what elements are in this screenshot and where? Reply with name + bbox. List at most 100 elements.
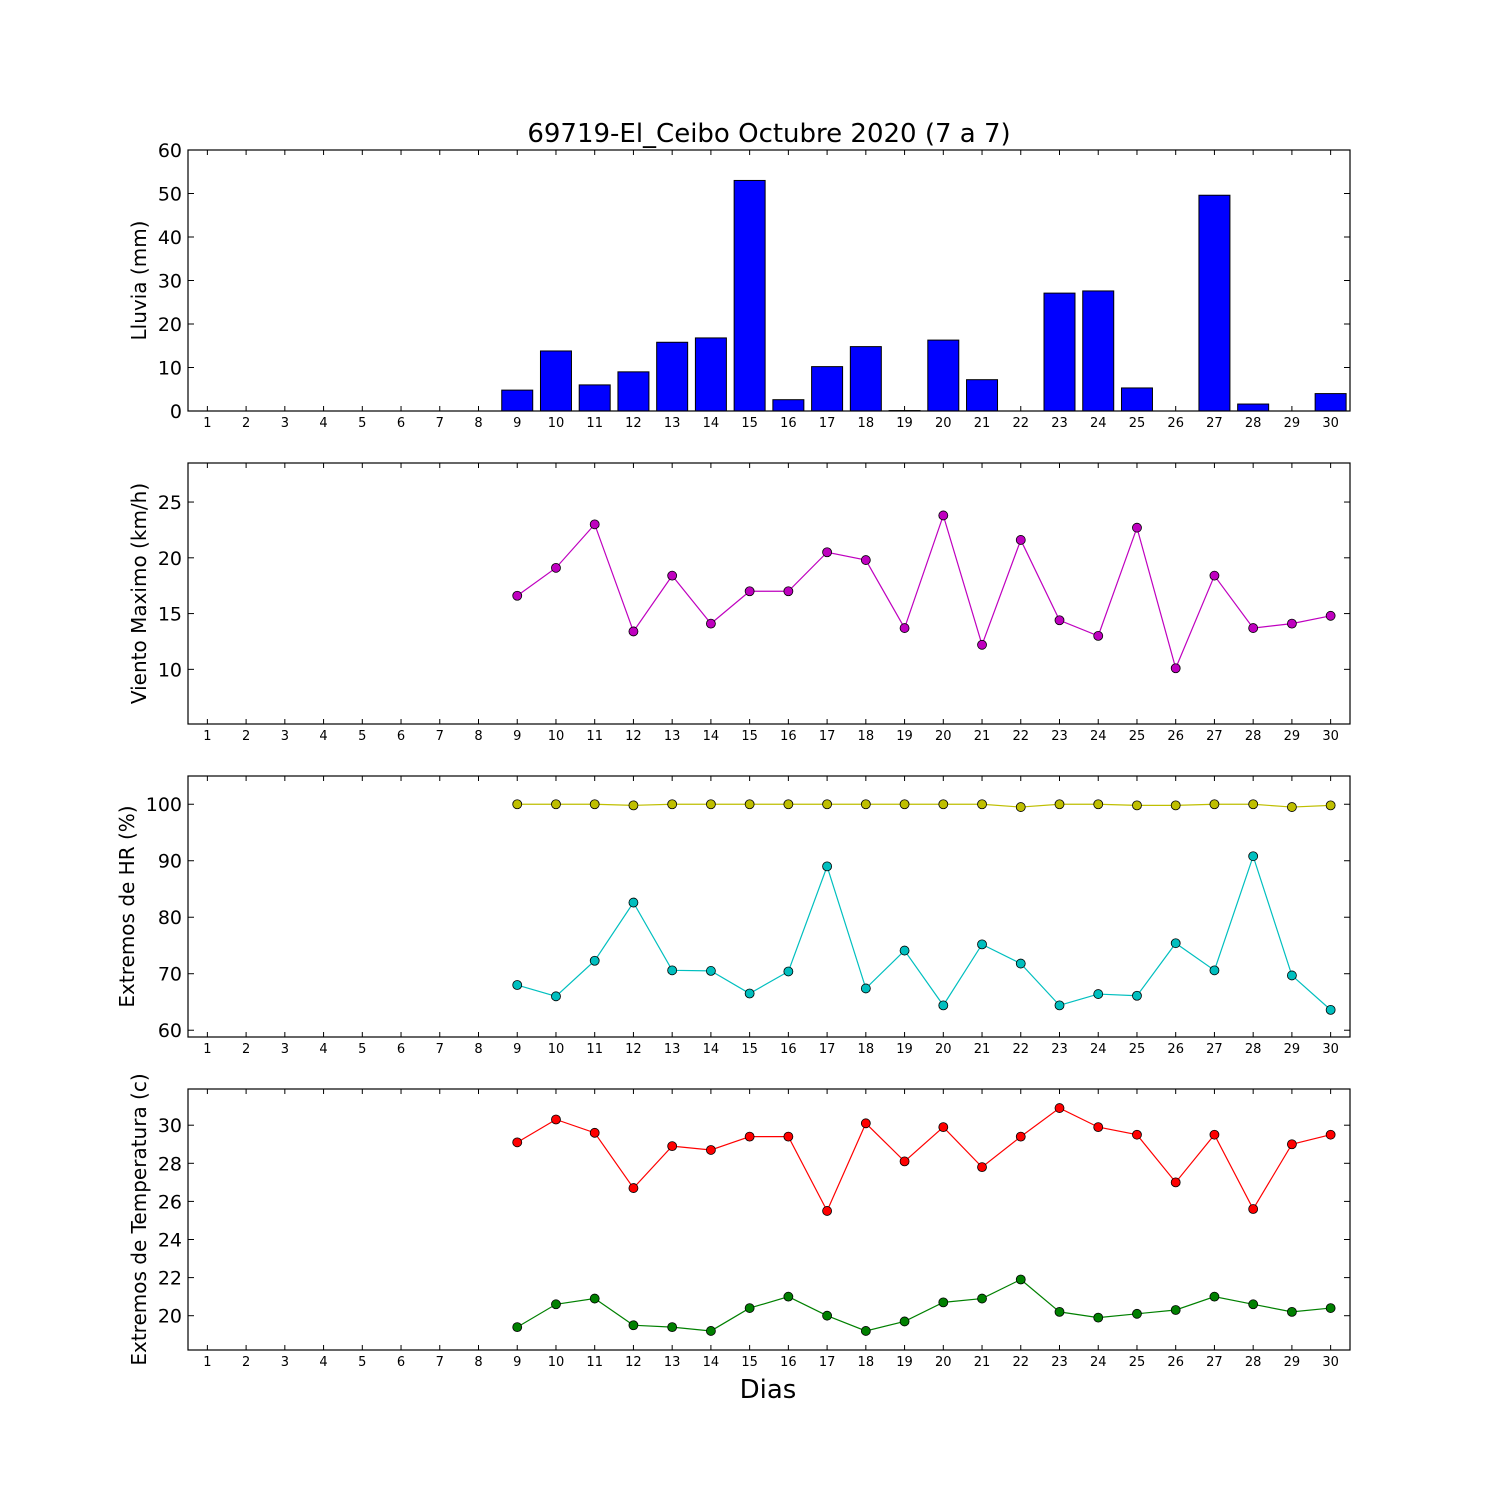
x-tick-label: 10 — [548, 416, 565, 431]
x-tick-label: 16 — [780, 729, 797, 744]
series-point — [1093, 1312, 1104, 1323]
rain-bar — [966, 379, 999, 412]
x-tick-label: 22 — [1012, 1355, 1029, 1370]
x-tick-label: 27 — [1206, 729, 1223, 744]
x-tick-label: 13 — [664, 729, 681, 744]
rain-bar — [539, 350, 572, 412]
x-tick-label: 9 — [513, 416, 521, 431]
series-point — [1015, 1131, 1026, 1142]
x-tick-label: 23 — [1051, 1355, 1068, 1370]
series-point — [589, 1127, 600, 1138]
x-tick-label: 10 — [548, 1355, 565, 1370]
x-tick-label: 20 — [935, 1355, 952, 1370]
rain-bar — [501, 389, 534, 412]
rain-bar — [927, 339, 960, 412]
series-point — [744, 988, 755, 999]
x-tick-label: 23 — [1051, 729, 1068, 744]
x-tick-label: 19 — [896, 729, 913, 744]
series-point — [938, 799, 949, 810]
y-tick-label: 24 — [158, 1230, 182, 1252]
x-tick-label: 21 — [974, 1355, 991, 1370]
x-tick-label: 1 — [203, 729, 211, 744]
x-tick-label: 17 — [819, 1042, 836, 1057]
series-point — [667, 965, 678, 976]
x-tick-label: 25 — [1129, 1355, 1146, 1370]
x-tick-label: 1 — [203, 1355, 211, 1370]
series-point — [860, 555, 871, 565]
y-tick-label: 15 — [158, 604, 182, 626]
x-tick-label: 18 — [858, 1042, 875, 1057]
x-tick-label: 11 — [586, 416, 603, 431]
series-point — [1015, 802, 1026, 812]
x-tick-label: 11 — [586, 729, 603, 744]
x-tick-label: 16 — [780, 1042, 797, 1057]
x-axis-label: Dias — [740, 1375, 797, 1405]
y-axis-label: Extremos de Temperatura (c) — [127, 1073, 151, 1365]
series-point — [860, 799, 871, 810]
x-tick-label: 14 — [703, 1042, 720, 1057]
series-point — [1325, 610, 1336, 621]
panels: 1 2 3 4 5 6 7 8 9 10 11 12 13 14 15 16 17 18 19 20 21 22 23 24 2… — [115, 140, 1351, 1370]
rain-bar — [772, 399, 805, 412]
series-point — [1170, 800, 1181, 811]
y-tick-label: 50 — [158, 184, 182, 206]
x-tick-label: 4 — [319, 416, 327, 431]
x-tick-label: 21 — [974, 729, 991, 744]
series-point — [1209, 799, 1220, 810]
series-line — [517, 803, 1331, 808]
y-tick-label: 10 — [158, 358, 182, 380]
x-tick-label: 24 — [1090, 1355, 1107, 1370]
series-point — [1132, 522, 1142, 533]
rain-bar — [849, 346, 882, 412]
x-tick-label: 12 — [625, 1042, 642, 1057]
series-point — [938, 1000, 949, 1011]
x-tick-label: 6 — [397, 1042, 405, 1057]
rain-bar — [1237, 403, 1270, 412]
series-point — [551, 799, 561, 810]
series-point — [1132, 800, 1142, 811]
x-tick-label: 22 — [1012, 729, 1029, 744]
x-tick-label: 9 — [513, 1355, 521, 1370]
series-point — [706, 1145, 716, 1155]
rain-bar — [1314, 393, 1347, 412]
x-tick-label: 21 — [974, 416, 991, 431]
chart-title: 69719-El_Ceibo Octubre 2020 (7 a 7) — [527, 119, 1010, 149]
x-tick-label: 8 — [474, 1042, 482, 1057]
x-tick-label: 29 — [1284, 729, 1301, 744]
rain-bar — [1120, 387, 1153, 412]
series-point — [551, 1299, 561, 1310]
series-point — [1054, 1000, 1065, 1011]
x-tick-label: 2 — [242, 1355, 250, 1370]
x-tick-label: 12 — [625, 416, 642, 431]
x-tick-label: 30 — [1322, 1355, 1339, 1370]
x-tick-label: 3 — [281, 729, 289, 744]
x-tick-label: 3 — [281, 1042, 289, 1057]
series-point — [1287, 1306, 1297, 1317]
series-point — [1287, 618, 1297, 629]
series-point — [744, 586, 755, 597]
x-tick-label: 18 — [858, 729, 875, 744]
x-tick-label: 27 — [1206, 416, 1223, 431]
series-point — [706, 1326, 716, 1336]
rain-bar — [1043, 292, 1076, 412]
series-point — [977, 799, 987, 810]
x-tick-label: 6 — [397, 416, 405, 431]
series-point — [1093, 799, 1104, 810]
x-tick-label: 2 — [242, 1042, 250, 1057]
x-tick-label: 8 — [474, 729, 482, 744]
y-tick-label: 20 — [158, 1306, 182, 1328]
x-tick-label: 19 — [896, 416, 913, 431]
series-point — [1209, 570, 1220, 581]
series-point — [860, 1326, 871, 1336]
x-tick-label: 25 — [1129, 729, 1146, 744]
series-point — [1325, 1004, 1336, 1015]
series-point — [667, 1141, 678, 1152]
series-point — [628, 800, 639, 811]
x-tick-label: 29 — [1284, 416, 1301, 431]
series-line — [517, 854, 1332, 1011]
series-point — [1209, 965, 1220, 976]
x-tick-label: 29 — [1284, 1355, 1301, 1370]
x-tick-label: 24 — [1090, 729, 1107, 744]
x-tick-label: 18 — [858, 1355, 875, 1370]
series-point — [667, 570, 678, 581]
